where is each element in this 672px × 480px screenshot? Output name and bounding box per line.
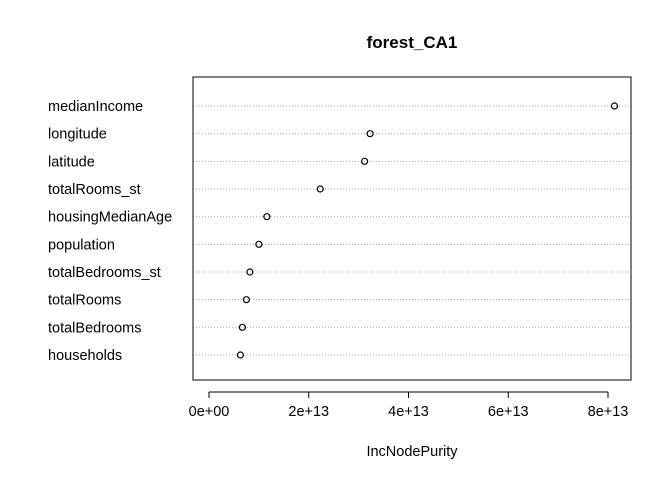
data-point bbox=[236, 351, 245, 359]
data-point bbox=[366, 130, 374, 138]
data-point bbox=[242, 296, 251, 304]
x-tick-label: 0e+00 bbox=[189, 404, 230, 420]
category-label: medianIncome bbox=[48, 99, 143, 115]
data-point bbox=[238, 323, 247, 331]
x-axis: 0e+00 2e+13 4e+13 6e+13 8e+13 bbox=[189, 391, 629, 420]
data-point bbox=[246, 268, 254, 276]
category-label: totalBedrooms_st bbox=[48, 265, 161, 281]
x-tick-label: 8e+13 bbox=[588, 404, 629, 420]
data-point bbox=[316, 185, 324, 193]
plot-frame bbox=[192, 76, 632, 381]
x-tick-label: 4e+13 bbox=[388, 404, 429, 420]
category-label: totalBedrooms bbox=[48, 320, 142, 336]
data-point bbox=[361, 157, 369, 165]
x-tick-label: 6e+13 bbox=[488, 404, 529, 420]
grid-lines bbox=[193, 105, 631, 356]
category-label: latitude bbox=[48, 154, 95, 170]
category-label: housingMedianAge bbox=[48, 210, 172, 226]
data-point bbox=[263, 213, 271, 221]
category-label: totalRooms_st bbox=[48, 182, 141, 198]
x-axis-title: IncNodePurity bbox=[366, 444, 458, 460]
category-labels: medianIncome longitude latitude totalRooms_… bbox=[48, 99, 172, 364]
chart-title: forest_CA1 bbox=[367, 33, 458, 52]
category-label: population bbox=[48, 237, 115, 253]
data-points bbox=[236, 102, 619, 359]
data-point bbox=[255, 240, 263, 248]
category-label: households bbox=[48, 348, 122, 364]
x-tick-label: 2e+13 bbox=[288, 404, 329, 420]
category-label: totalRooms bbox=[48, 293, 121, 309]
data-point bbox=[610, 102, 619, 110]
category-label: longitude bbox=[48, 127, 107, 143]
